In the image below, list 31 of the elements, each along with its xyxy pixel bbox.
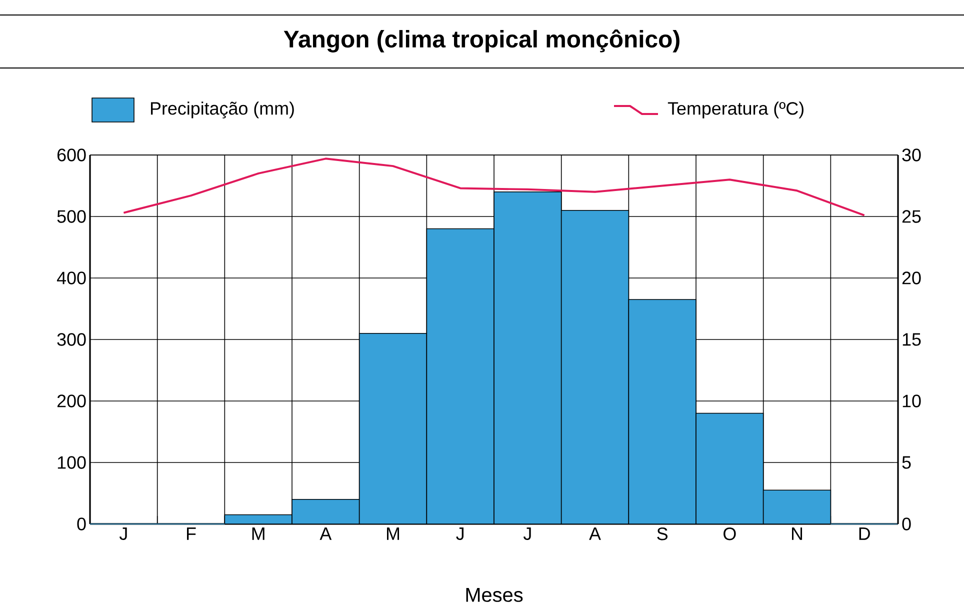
y2-tick-label: 30 — [902, 148, 921, 162]
y2-tick-label: 25 — [902, 210, 921, 223]
x-tick-label: J — [456, 527, 464, 540]
x-tick-label: S — [657, 527, 668, 540]
y-tick-label: 200 — [57, 394, 86, 408]
x-tick-label: F — [187, 527, 196, 540]
y2-tick-label: 15 — [902, 333, 921, 346]
y2-tick-label: 10 — [902, 394, 921, 408]
y2-tick-label: 20 — [902, 272, 921, 284]
x-tick-label: J — [119, 527, 127, 540]
line-series — [122, 158, 866, 216]
chart-title: Yangon (clima tropical monçônico) — [284, 30, 680, 52]
x-tick-label: M — [252, 527, 264, 540]
y2-tick-label: 0 — [902, 518, 911, 530]
x-tick-label: A — [589, 527, 601, 540]
y-tick-label: 100 — [58, 456, 86, 469]
x-tick-label: M — [387, 527, 400, 540]
legend-label: Precipitação (mm) — [150, 102, 294, 118]
y-tick-label: 600 — [57, 148, 86, 162]
y-tick-label: 400 — [56, 272, 86, 284]
x-tick-label: J — [523, 527, 531, 540]
y-tick-label: 500 — [57, 210, 86, 223]
x-axis-title: Meses — [466, 588, 523, 602]
y-tick-label: 0 — [77, 518, 86, 530]
y-tick-label: 300 — [57, 333, 86, 346]
y2-tick-label: 5 — [902, 456, 911, 469]
legend-label: Temperatura (ºC) — [668, 102, 804, 118]
x-tick-label: N — [792, 527, 802, 540]
x-tick-label: D — [859, 527, 870, 540]
x-tick-label: A — [320, 527, 332, 540]
x-tick-label: O — [724, 527, 736, 540]
